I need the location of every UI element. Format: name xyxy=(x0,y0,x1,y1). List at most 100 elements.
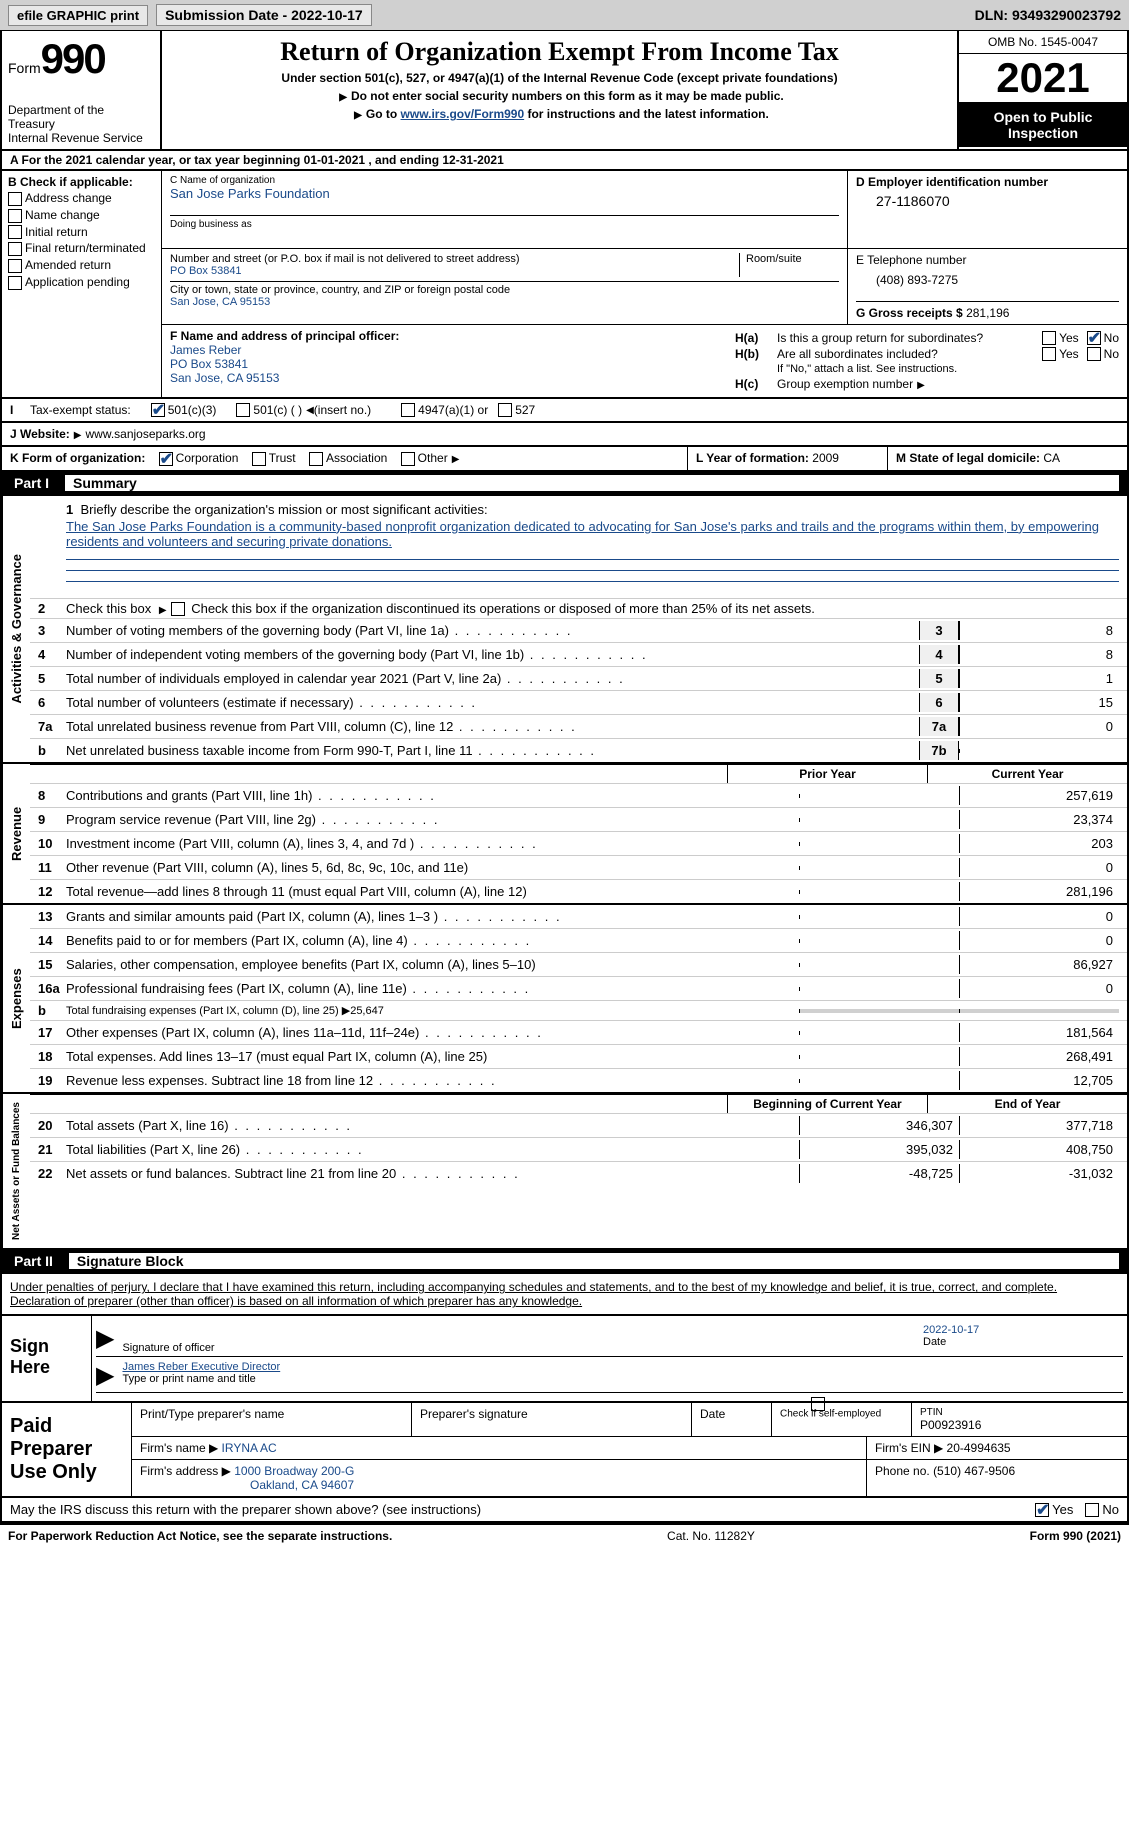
year-formation-label: L Year of formation: xyxy=(696,451,809,465)
chk-4947[interactable] xyxy=(401,403,415,417)
firm-ein: 20-4994635 xyxy=(947,1441,1011,1455)
officer-addr2: San Jose, CA 95153 xyxy=(170,371,279,385)
efile-button[interactable]: efile GRAPHIC print xyxy=(8,5,148,26)
officer-addr1: PO Box 53841 xyxy=(170,357,248,371)
ptin-label: PTIN xyxy=(920,1407,1119,1418)
chk-other[interactable] xyxy=(401,452,415,466)
line22-val: -31,032 xyxy=(959,1164,1119,1183)
sign-here-row: Sign Here ▶ Signature of officer 2022-10… xyxy=(0,1316,1129,1403)
year-formation: 2009 xyxy=(812,451,839,465)
hb-label: Are all subordinates included? xyxy=(777,347,1042,361)
chk-corp[interactable] xyxy=(159,452,173,466)
line10-text: Investment income (Part VIII, column (A)… xyxy=(66,836,799,851)
line18-val: 268,491 xyxy=(959,1047,1119,1066)
officer-label: F Name and address of principal officer: xyxy=(170,329,399,343)
chk-discuss-yes[interactable] xyxy=(1035,1503,1049,1517)
part-1-num: Part I xyxy=(10,475,65,491)
form-org-label: K Form of organization: xyxy=(10,451,145,465)
preparer-label: Paid Preparer Use Only xyxy=(2,1403,132,1496)
line6-val: 15 xyxy=(959,693,1119,712)
chk-assoc[interactable] xyxy=(309,452,323,466)
top-bar: efile GRAPHIC print Submission Date - 20… xyxy=(0,0,1129,31)
prep-name-label: Print/Type preparer's name xyxy=(132,1403,412,1436)
chk-amended[interactable] xyxy=(8,259,22,273)
sig-arrow-icon: ▶ xyxy=(96,1324,114,1354)
vtab-expenses: Expenses xyxy=(2,905,30,1092)
chk-527[interactable] xyxy=(498,403,512,417)
form-title: Return of Organization Exempt From Incom… xyxy=(168,37,951,67)
phone-label: E Telephone number xyxy=(856,253,1119,267)
ptin-value: P00923916 xyxy=(920,1418,1119,1432)
line6-text: Total number of volunteers (estimate if … xyxy=(66,695,919,710)
chk-hb-no[interactable] xyxy=(1087,347,1101,361)
line7b-text: Net unrelated business taxable income fr… xyxy=(66,743,919,758)
line14-val: 0 xyxy=(959,931,1119,950)
city-label: City or town, state or province, country… xyxy=(170,284,839,296)
ha-label: Is this a group return for subordinates? xyxy=(777,331,1042,345)
city-value: San Jose, CA 95153 xyxy=(170,296,839,308)
irs-link[interactable]: www.irs.gov/Form990 xyxy=(401,107,525,121)
sig-declaration-text: Under penalties of perjury, I declare th… xyxy=(10,1280,1057,1308)
line21-text: Total liabilities (Part X, line 26) xyxy=(66,1142,799,1157)
expenses-section: Expenses 13Grants and similar amounts pa… xyxy=(0,905,1129,1094)
part-2-num: Part II xyxy=(10,1253,69,1269)
line18-text: Total expenses. Add lines 13–17 (must eq… xyxy=(66,1049,799,1064)
line17-text: Other expenses (Part IX, column (A), lin… xyxy=(66,1025,799,1040)
line2-text: Check this box if the organization disco… xyxy=(191,601,815,616)
line5-val: 1 xyxy=(959,669,1119,688)
line9-val: 23,374 xyxy=(959,810,1119,829)
chk-ha-no[interactable] xyxy=(1087,331,1101,345)
note-goto-post: for instructions and the latest informat… xyxy=(524,107,769,121)
line11-text: Other revenue (Part VIII, column (A), li… xyxy=(66,860,799,875)
begin-year-header: Beginning of Current Year xyxy=(727,1095,927,1113)
current-year-header: Current Year xyxy=(927,765,1127,783)
line8-val: 257,619 xyxy=(959,786,1119,805)
part-2-title: Signature Block xyxy=(69,1253,1119,1269)
activities-section: Activities & Governance 1 Briefly descri… xyxy=(0,496,1129,765)
chk-final-return[interactable] xyxy=(8,242,22,256)
chk-hb-yes[interactable] xyxy=(1042,347,1056,361)
inspection-label: Open to Public Inspection xyxy=(959,103,1127,147)
addr-value: PO Box 53841 xyxy=(170,265,739,277)
dept-treasury: Department of the Treasury xyxy=(8,103,154,131)
chk-discuss-no[interactable] xyxy=(1085,1503,1099,1517)
chk-pending[interactable] xyxy=(8,276,22,290)
phone-value: (408) 893-7275 xyxy=(876,273,1119,287)
note-goto-pre: Go to xyxy=(366,107,401,121)
line11-val: 0 xyxy=(959,858,1119,877)
line21-prior: 395,032 xyxy=(799,1140,959,1159)
chk-initial-return[interactable] xyxy=(8,225,22,239)
vtab-activities: Activities & Governance xyxy=(2,496,30,763)
officer-name: James Reber xyxy=(170,343,241,357)
chk-501c3[interactable] xyxy=(151,403,165,417)
website-row: J Website: www.sanjoseparks.org xyxy=(0,423,1129,447)
chk-name-change[interactable] xyxy=(8,209,22,223)
firm-ein-label: Firm's EIN ▶ xyxy=(875,1441,943,1455)
row-a-period: A For the 2021 calendar year, or tax yea… xyxy=(0,151,1129,171)
gross-receipts-value: 281,196 xyxy=(966,306,1009,320)
line21-val: 408,750 xyxy=(959,1140,1119,1159)
form-header: Form990 Department of the Treasury Inter… xyxy=(0,31,1129,151)
chk-self-employed[interactable] xyxy=(811,1397,825,1411)
line20-val: 377,718 xyxy=(959,1116,1119,1135)
chk-ha-yes[interactable] xyxy=(1042,331,1056,345)
line12-text: Total revenue—add lines 8 through 11 (mu… xyxy=(66,884,799,899)
addr-label: Number and street (or P.O. box if mail i… xyxy=(170,253,739,265)
chk-line2[interactable] xyxy=(171,602,185,616)
sig-date: 2022-10-17 xyxy=(923,1324,1123,1336)
line4-text: Number of independent voting members of … xyxy=(66,647,919,662)
firm-phone: (510) 467-9506 xyxy=(933,1464,1015,1478)
chk-address-change[interactable] xyxy=(8,192,22,206)
chk-trust[interactable] xyxy=(252,452,266,466)
tax-year: 2021 xyxy=(959,54,1127,103)
ein-label: D Employer identification number xyxy=(856,175,1119,189)
website-label: J Website: xyxy=(10,427,70,441)
part-1-header: Part I Summary xyxy=(0,472,1129,496)
line4-val: 8 xyxy=(959,645,1119,664)
discuss-row: May the IRS discuss this return with the… xyxy=(0,1498,1129,1523)
org-name-label: C Name of organization xyxy=(170,175,839,186)
sig-name: James Reber Executive Director xyxy=(122,1361,1123,1373)
chk-501c[interactable] xyxy=(236,403,250,417)
line14-text: Benefits paid to or for members (Part IX… xyxy=(66,933,799,948)
line5-text: Total number of individuals employed in … xyxy=(66,671,919,686)
